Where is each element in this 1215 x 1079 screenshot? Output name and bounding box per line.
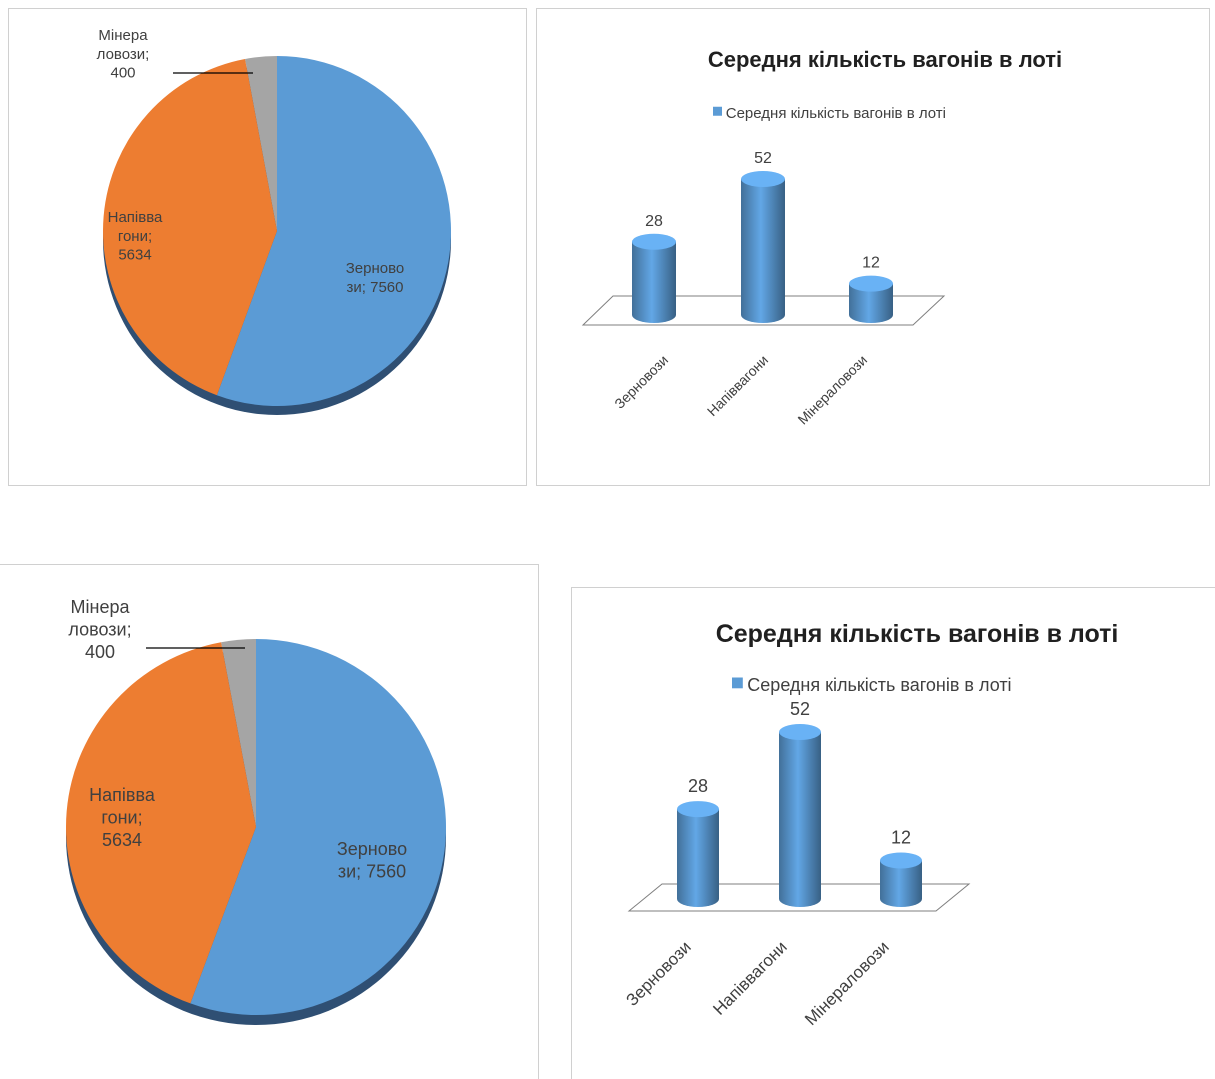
pie-data-label-line: Напівва xyxy=(108,209,163,226)
pie-data-label-line: 400 xyxy=(85,642,115,662)
pie-data-label-line: зи; 7560 xyxy=(338,862,406,882)
pie-chart-bottom: Зерново зи; 7560 Напівва гони; 5634 Мінера лов… xyxy=(66,597,447,1025)
category-tick-label: Зерновози xyxy=(622,937,694,1009)
pie-data-label: Зерново зи; 7560 xyxy=(337,839,407,882)
pie-data-label: Зерново зи; 7560 xyxy=(346,260,405,296)
bar-cylinder xyxy=(849,283,893,323)
bar-cylinder xyxy=(779,732,821,907)
pie-slice xyxy=(102,58,277,396)
pie-slice xyxy=(190,639,447,1016)
pie-chart-panel-top: Зерново зи; 7560 Напівва гони; 5634 Мінера лов… xyxy=(8,8,527,486)
bar-data-label: 12 xyxy=(891,827,911,847)
bar-cylinder-top xyxy=(741,171,785,187)
bar-cylinder-top xyxy=(632,233,676,250)
pie-data-label-line: Мінера xyxy=(98,27,148,44)
pie-slice xyxy=(216,56,451,406)
pie-data-label: Мінера ловози; 400 xyxy=(68,597,131,662)
pie-slice xyxy=(221,639,256,827)
pie-data-label-line: 400 xyxy=(110,65,135,82)
pie-data-label-line: Мінера xyxy=(71,597,131,617)
pie-data-label-line: Напівва xyxy=(89,785,156,805)
bar-data-label: 52 xyxy=(754,150,772,167)
pie-data-label: Мінера ловози; 400 xyxy=(97,27,150,82)
category-tick-label: Напіввагони xyxy=(704,352,771,419)
pie-data-label-line: зи; 7560 xyxy=(347,279,404,296)
bar-cylinder-top xyxy=(779,724,821,740)
chart-title: Середня кількість вагонів в лоті xyxy=(708,47,1062,72)
category-tick-label: Напіввагони xyxy=(709,937,790,1018)
bar-chart-bottom: Середня кількість вагонів в лоті Середня … xyxy=(622,620,1119,1029)
bar-cylinder-top xyxy=(677,801,719,818)
legend-swatch xyxy=(713,106,722,116)
pie-data-label-line: ловози; xyxy=(68,620,131,640)
bar-cylinder xyxy=(677,809,719,907)
category-tick-label: Мінераловози xyxy=(794,352,870,428)
category-tick-label: Мінераловози xyxy=(801,937,893,1029)
pie-slice xyxy=(245,56,277,231)
bar-data-label: 28 xyxy=(688,776,708,796)
legend-label: Середня кількість вагонів в лоті xyxy=(726,105,946,122)
pie-slice xyxy=(66,642,256,1004)
category-tick-label: Зерновози xyxy=(611,352,671,412)
bar-chart-panel-bottom: Середня кількість вагонів в лоті Середня … xyxy=(571,587,1215,1079)
bar-chart-top: Середня кількість вагонів в лоті Середня … xyxy=(581,47,1062,428)
bar-cylinder xyxy=(741,179,785,323)
pie-data-label-line: Зерново xyxy=(337,839,407,859)
pie-data-label-line: гони; xyxy=(118,228,152,245)
bar-cylinder xyxy=(632,241,676,323)
legend-swatch xyxy=(732,677,743,689)
chart-title: Середня кількість вагонів в лоті xyxy=(716,620,1119,648)
bar-cylinder-top xyxy=(880,852,922,869)
bar-data-label: 12 xyxy=(862,255,880,272)
bar-cylinder-top xyxy=(849,275,893,292)
pie-data-label-line: 5634 xyxy=(102,830,142,850)
bar-data-label: 52 xyxy=(790,699,810,719)
pie-chart-panel-bottom: Зерново зи; 7560 Напівва гони; 5634 Мінера лов… xyxy=(0,564,539,1079)
legend-label: Середня кількість вагонів в лоті xyxy=(747,675,1011,695)
pie-data-label-line: ловози; xyxy=(97,46,150,63)
pie-data-label-line: Зерново xyxy=(346,260,405,277)
pie-chart-top: Зерново зи; 7560 Напівва гони; 5634 Мінера лов… xyxy=(97,27,451,415)
pie-data-label-line: гони; xyxy=(101,808,142,828)
pie-data-label: Напівва гони; 5634 xyxy=(108,209,163,264)
bar-chart-panel-top: Середня кількість вагонів в лоті Середня … xyxy=(536,8,1210,486)
pie-data-label: Напівва гони; 5634 xyxy=(89,785,156,850)
pie-data-label-line: 5634 xyxy=(118,247,151,264)
bar-cylinder xyxy=(880,860,922,907)
bar-data-label: 28 xyxy=(645,213,663,230)
